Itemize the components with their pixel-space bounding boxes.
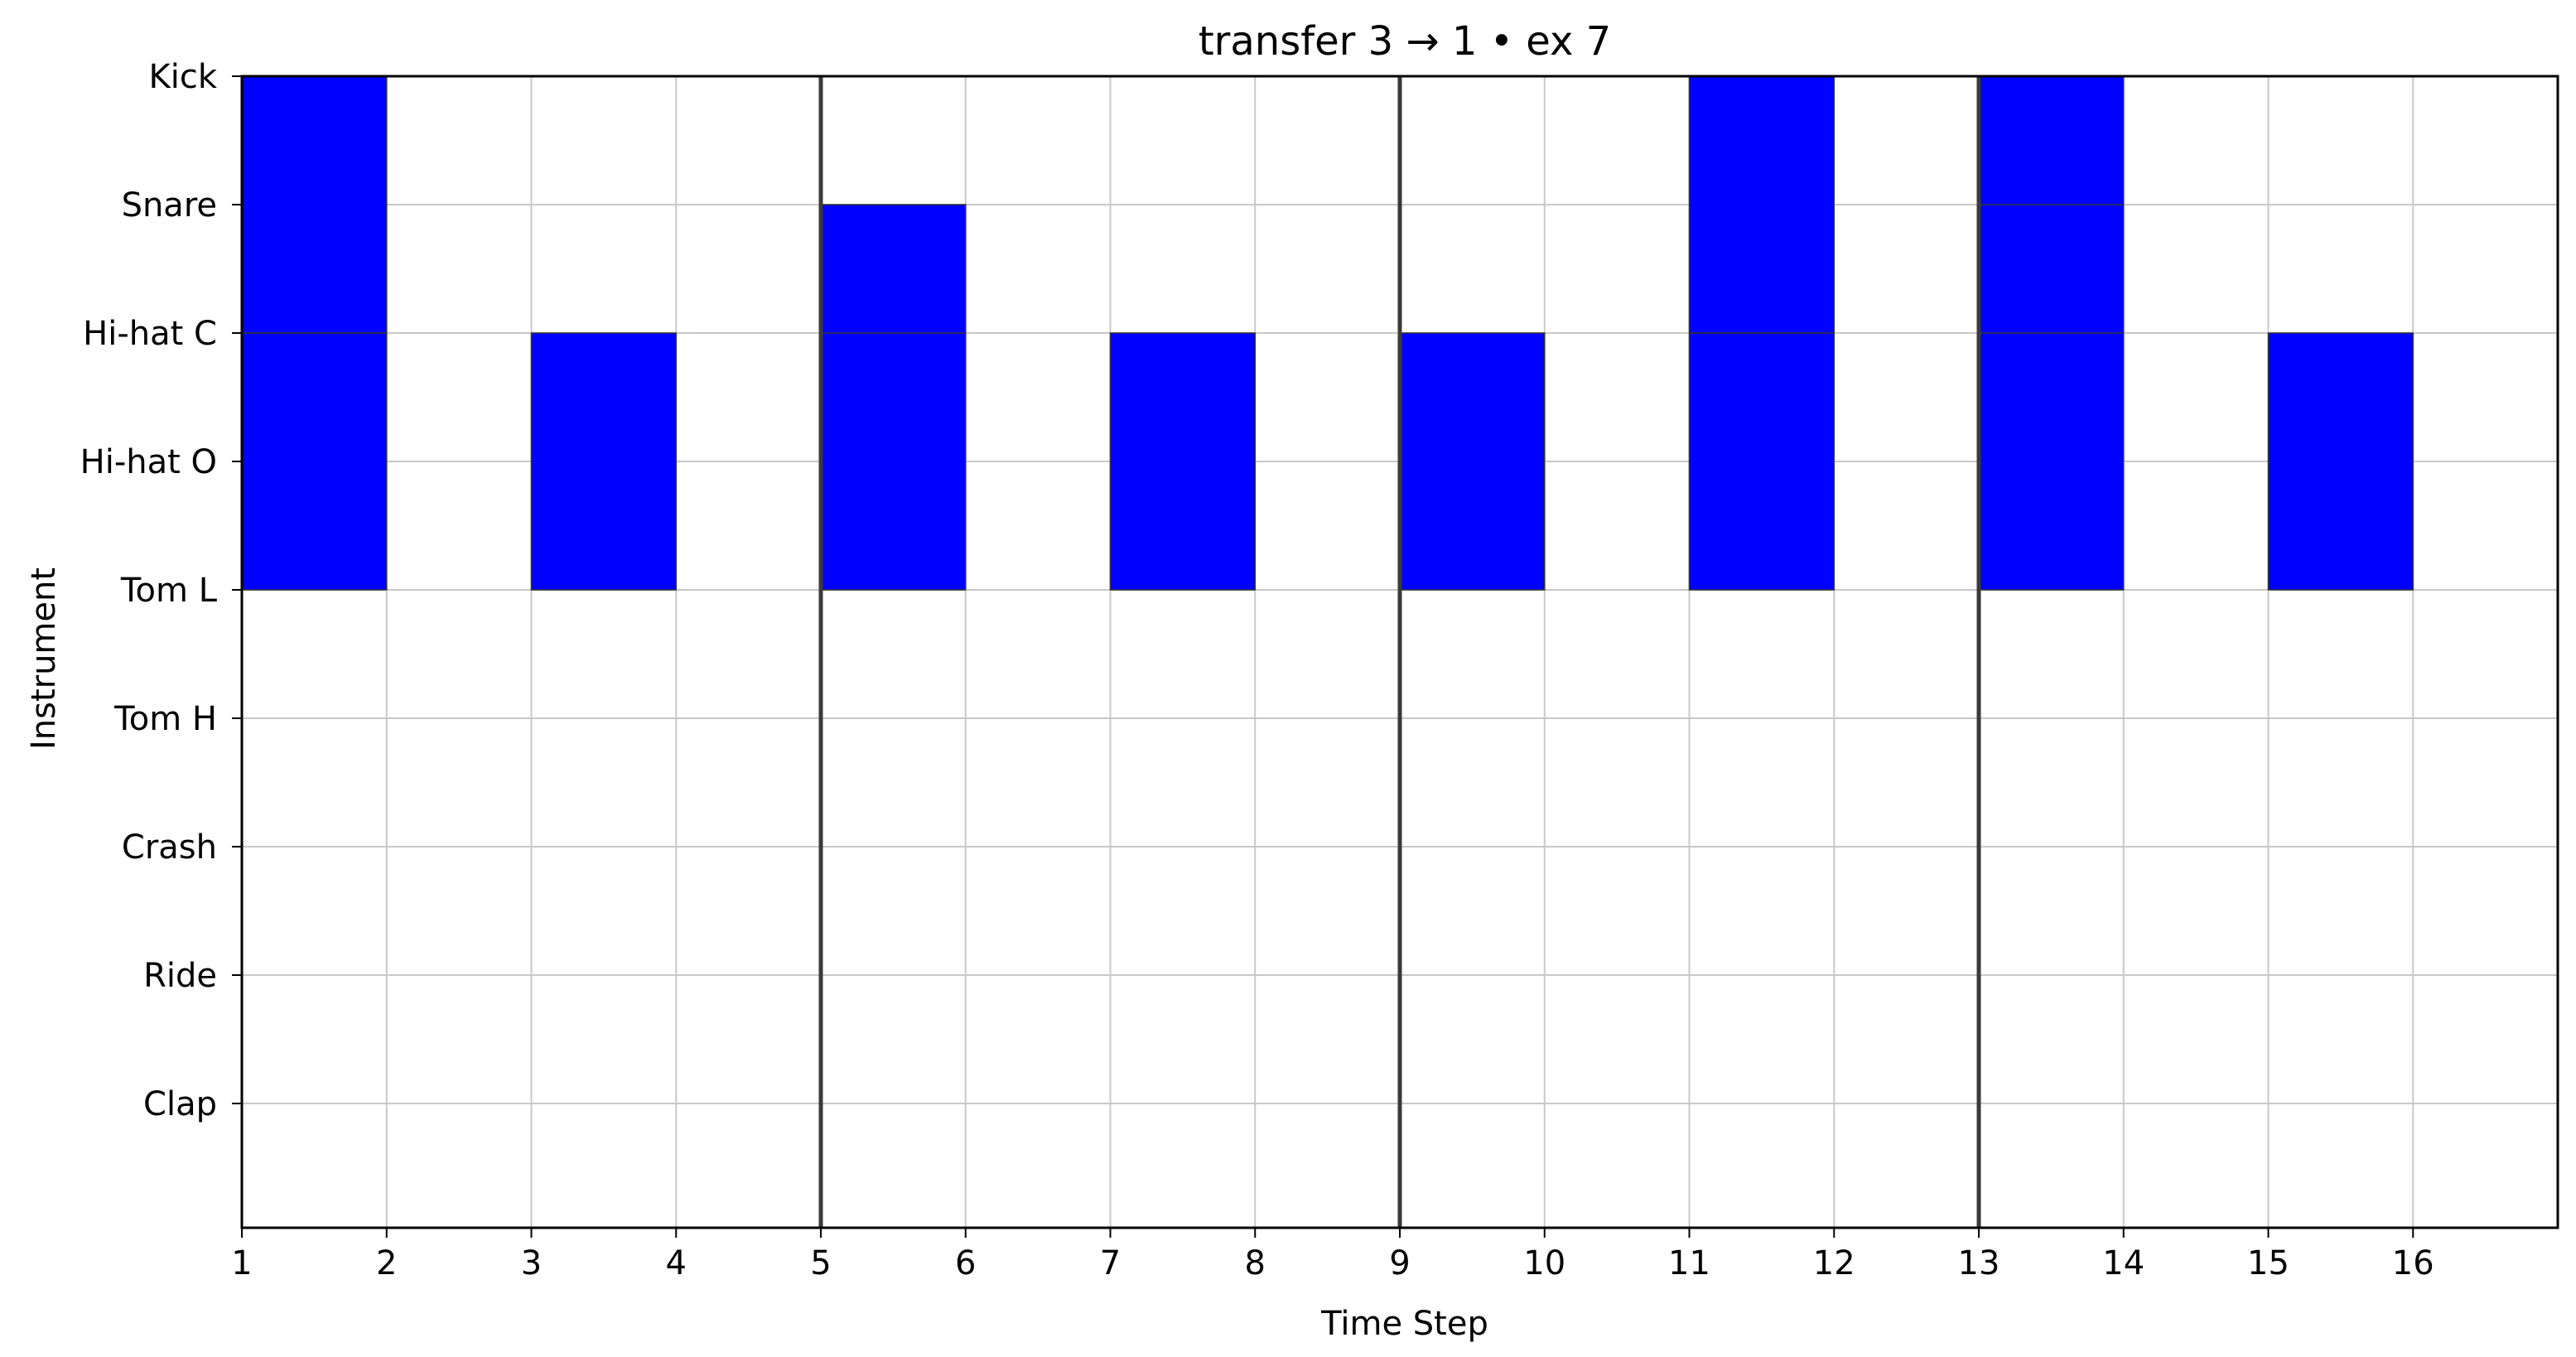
y-tick-label: Snare xyxy=(122,186,217,225)
y-tick-label: Clap xyxy=(143,1085,217,1123)
x-tick-label: 6 xyxy=(955,1244,976,1282)
y-tick-label: Hi-hat C xyxy=(83,315,217,353)
hit-cell xyxy=(820,332,967,591)
hit-cell xyxy=(1399,332,1546,591)
x-tick-label: 13 xyxy=(1958,1244,2000,1282)
y-tick-label: Tom L xyxy=(120,572,218,610)
x-tick-label: 8 xyxy=(1245,1244,1266,1282)
chart-title: transfer 3 → 1 • ex 7 xyxy=(1199,18,1611,65)
hit-cell xyxy=(241,332,388,591)
y-tick-label: Crash xyxy=(122,828,217,867)
hit-cell xyxy=(530,332,677,591)
hit-cell xyxy=(1978,332,2125,591)
x-tick-label: 12 xyxy=(1813,1244,1855,1282)
y-axis-ticks: Kick Snare Hi-hat C Hi-hat O Tom L Tom H Crash… xyxy=(80,58,242,1123)
bar-lines xyxy=(818,76,1981,1228)
x-tick-label: 15 xyxy=(2247,1244,2289,1282)
x-tick-label: 7 xyxy=(1100,1244,1121,1282)
x-tick-label: 9 xyxy=(1389,1244,1410,1282)
x-tick-label: 11 xyxy=(1668,1244,1710,1282)
y-tick-label: Ride xyxy=(143,957,217,995)
y-tick-label: Kick xyxy=(149,58,218,96)
x-tick-label: 4 xyxy=(666,1244,687,1282)
hit-cell xyxy=(241,75,388,334)
x-tick-label: 5 xyxy=(810,1244,831,1282)
y-axis-label: Instrument xyxy=(25,567,63,750)
x-axis-label: Time Step xyxy=(1320,1305,1488,1343)
hit-cells xyxy=(241,75,2414,591)
x-tick-label: 3 xyxy=(521,1244,542,1282)
x-tick-label: 14 xyxy=(2102,1244,2144,1282)
x-tick-label: 2 xyxy=(376,1244,397,1282)
hit-cell xyxy=(1688,75,1835,334)
y-tick-label: Tom H xyxy=(113,700,217,738)
x-tick-label: 16 xyxy=(2392,1244,2434,1282)
x-axis-ticks: 1 2 3 4 5 6 7 8 9 10 11 12 13 14 15 16 xyxy=(231,1228,2434,1282)
x-tick-label: 10 xyxy=(1523,1244,1565,1282)
hit-cell xyxy=(1688,332,1835,591)
hit-cell xyxy=(2267,332,2414,591)
hit-cell xyxy=(1109,332,1256,591)
y-tick-label: Hi-hat O xyxy=(80,443,217,481)
x-tick-label: 1 xyxy=(231,1244,252,1282)
